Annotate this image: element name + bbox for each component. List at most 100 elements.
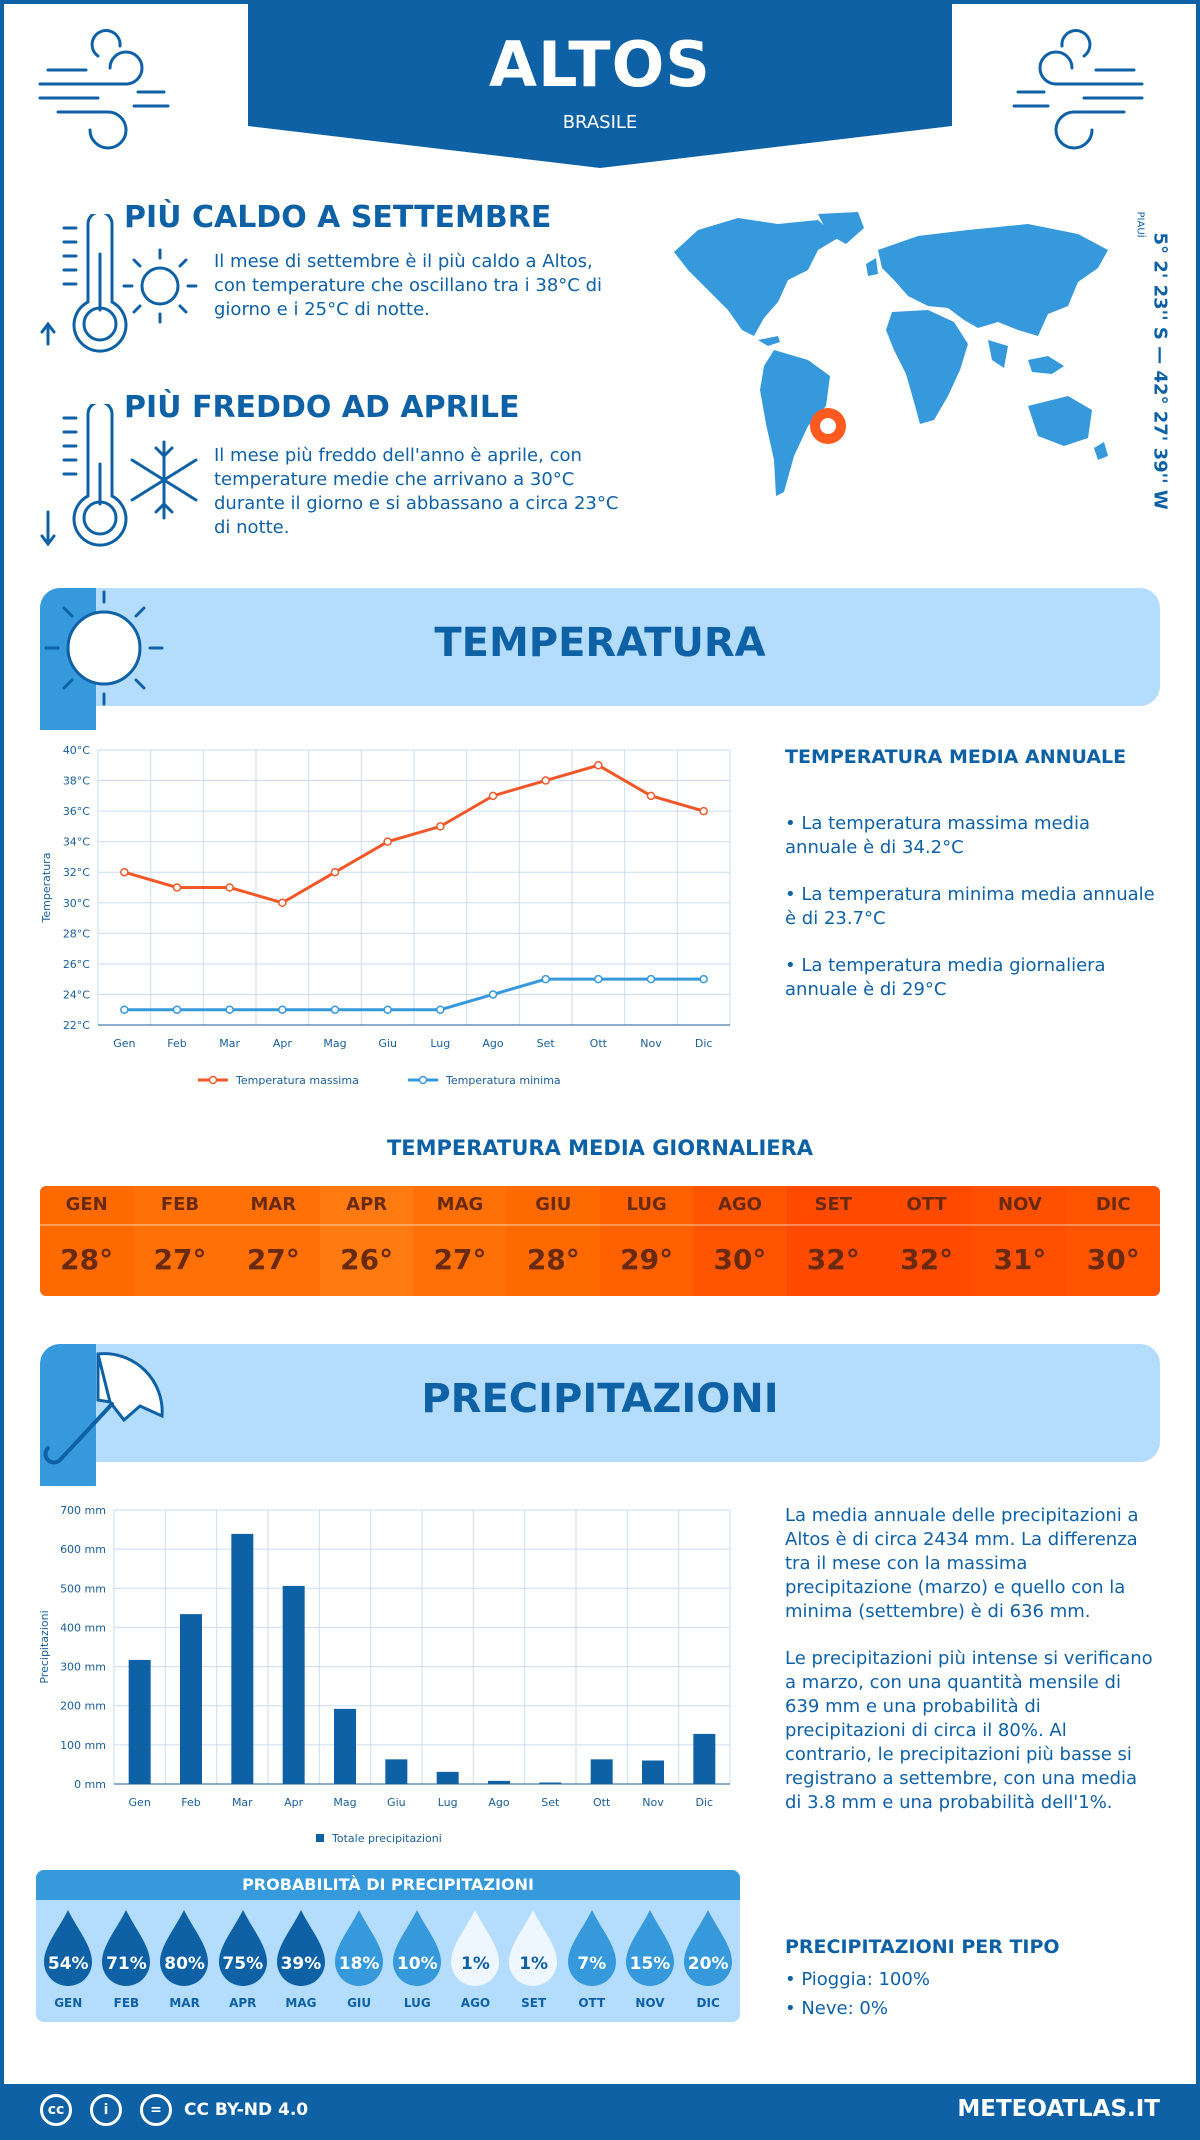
x-tick-label: Gen xyxy=(113,1037,135,1050)
y-tick-label: 400 mm xyxy=(60,1621,106,1634)
thermometer-snowflake-icon xyxy=(40,404,198,547)
probability-month: AGO xyxy=(460,1996,491,2010)
x-tick-label: Ott xyxy=(593,1796,611,1809)
probability-month: MAR xyxy=(169,1996,200,2010)
attribution-icon: i xyxy=(90,2094,122,2126)
sun-icon xyxy=(40,588,164,730)
precip-bar xyxy=(488,1780,510,1784)
umbrella-rain-icon xyxy=(40,1344,164,1486)
temperature-title: TEMPERATURA xyxy=(434,620,766,666)
series-line xyxy=(123,763,705,905)
data-point xyxy=(278,1005,287,1014)
warmest-text: Il mese di settembre è il più caldo a Al… xyxy=(214,251,603,320)
daily-temp-col: GEN 28° xyxy=(40,1186,134,1296)
x-tick-label: Gen xyxy=(129,1796,151,1809)
data-point xyxy=(436,822,445,831)
precipitation-details: Le precipitazioni più intense si verific… xyxy=(785,1648,1153,1813)
probability-value: 1% xyxy=(519,1954,549,1974)
region-name: PIAUÍ xyxy=(1134,211,1146,238)
y-tick-label: 32°C xyxy=(63,866,90,879)
raindrop-icon xyxy=(160,1910,209,1986)
y-tick-label: 30°C xyxy=(63,897,90,910)
y-tick-label: 34°C xyxy=(63,836,90,849)
coordinates-panel: 5° 2' 23'' S — 42° 27' 39'' W PIAUÍ xyxy=(1135,212,1178,510)
data-point xyxy=(699,806,708,816)
x-tick-label: Mag xyxy=(333,1796,356,1809)
daily-temp-month: GIU xyxy=(506,1186,600,1226)
site-link[interactable]: METEOATLAS.IT xyxy=(957,2096,1160,2122)
x-tick-label: Mar xyxy=(232,1796,253,1809)
daily-temp-value: 32° xyxy=(806,1243,860,1276)
daily-temp-value: 30° xyxy=(713,1243,767,1276)
probability-month: DIC xyxy=(696,1996,720,2010)
daily-temp-col: FEB 27° xyxy=(133,1186,227,1296)
probability-drop: 20% DIC xyxy=(679,1900,737,2022)
data-point xyxy=(541,776,550,785)
y-tick-label: 100 mm xyxy=(60,1739,106,1752)
daily-temp-month: FEB xyxy=(133,1186,227,1226)
data-point xyxy=(120,1005,129,1014)
x-tick-label: Feb xyxy=(181,1796,200,1809)
x-tick-label: Nov xyxy=(642,1796,664,1809)
footer xyxy=(0,2084,1200,2140)
x-tick-label: Apr xyxy=(273,1037,293,1050)
raindrop-icon xyxy=(44,1910,92,1986)
precip-bar xyxy=(385,1759,408,1784)
probability-value: 1% xyxy=(461,1954,490,1974)
daily-temp-table: GEN 28° FEB 27° MAR 27° APR 26° MAG 27° GIU 28° LUG 2… xyxy=(40,1186,1160,1296)
data-point xyxy=(594,974,603,984)
probability-value: 10% xyxy=(396,1954,438,1974)
daily-temp-col: NOV 31° xyxy=(973,1186,1067,1296)
x-tick-label: Lug xyxy=(430,1037,450,1050)
raindrop-icon xyxy=(451,1910,500,1986)
x-tick-label: Lug xyxy=(438,1796,458,1809)
cc-icon: cc xyxy=(40,2094,72,2126)
daily-temp-month: LUG xyxy=(599,1186,694,1226)
precip-bar xyxy=(180,1614,202,1784)
daily-temp-value: 26° xyxy=(340,1243,394,1276)
precip-bar xyxy=(334,1708,356,1784)
annual-temp-bullet-max: • La temperatura massima media annuale è … xyxy=(785,813,1091,858)
precip-bar xyxy=(128,1659,151,1784)
legend-label: Temperatura minima xyxy=(445,1074,561,1087)
raindrop-icon xyxy=(393,1910,442,1986)
x-tick-label: Dic xyxy=(695,1037,713,1050)
data-point xyxy=(330,867,340,877)
probability-month: GEN xyxy=(54,1996,83,2010)
data-point xyxy=(278,898,287,908)
data-point xyxy=(594,761,603,770)
daily-temp-month: DIC xyxy=(1066,1186,1160,1226)
wind-icon-left xyxy=(38,29,170,150)
x-tick-label: Ago xyxy=(482,1037,504,1050)
daily-temp-value: 27° xyxy=(246,1243,300,1276)
annual-temp-title: TEMPERATURA MEDIA ANNUALE xyxy=(785,746,1127,768)
probability-value: 39% xyxy=(280,1954,322,1974)
data-point xyxy=(436,1005,445,1014)
raindrop-icon xyxy=(567,1910,616,1986)
probability-drop: 7% OTT xyxy=(563,1900,621,2022)
daily-temp-month: MAR xyxy=(226,1186,320,1226)
data-point xyxy=(120,867,129,877)
data-point xyxy=(383,837,392,846)
x-tick-label: Mar xyxy=(219,1037,240,1050)
daily-temp-col: AGO 30° xyxy=(693,1186,787,1296)
legend-marker xyxy=(418,1075,428,1085)
x-tick-label: Giu xyxy=(387,1796,406,1809)
precip-bar xyxy=(282,1585,305,1784)
rain-share: • Pioggia: 100% xyxy=(785,1969,930,1990)
probability-value: 18% xyxy=(338,1954,380,1974)
thermometer-sun-icon xyxy=(40,214,198,353)
coldest-title: PIÙ FREDDO AD APRILE xyxy=(124,390,520,425)
precip-bar xyxy=(231,1533,254,1784)
daily-temp-col: APR 26° xyxy=(319,1186,414,1296)
world-map xyxy=(674,212,1108,496)
data-point xyxy=(172,883,182,892)
x-tick-label: Nov xyxy=(640,1037,662,1050)
x-tick-label: Ago xyxy=(488,1796,510,1809)
raindrop-icon xyxy=(683,1910,732,1986)
x-tick-label: Mag xyxy=(323,1037,346,1050)
daily-temp-month: SET xyxy=(786,1186,880,1226)
y-tick-label: 300 mm xyxy=(60,1661,106,1674)
daily-temp-col: SET 32° xyxy=(786,1186,880,1296)
daily-temp-col: DIC 30° xyxy=(1066,1186,1160,1296)
